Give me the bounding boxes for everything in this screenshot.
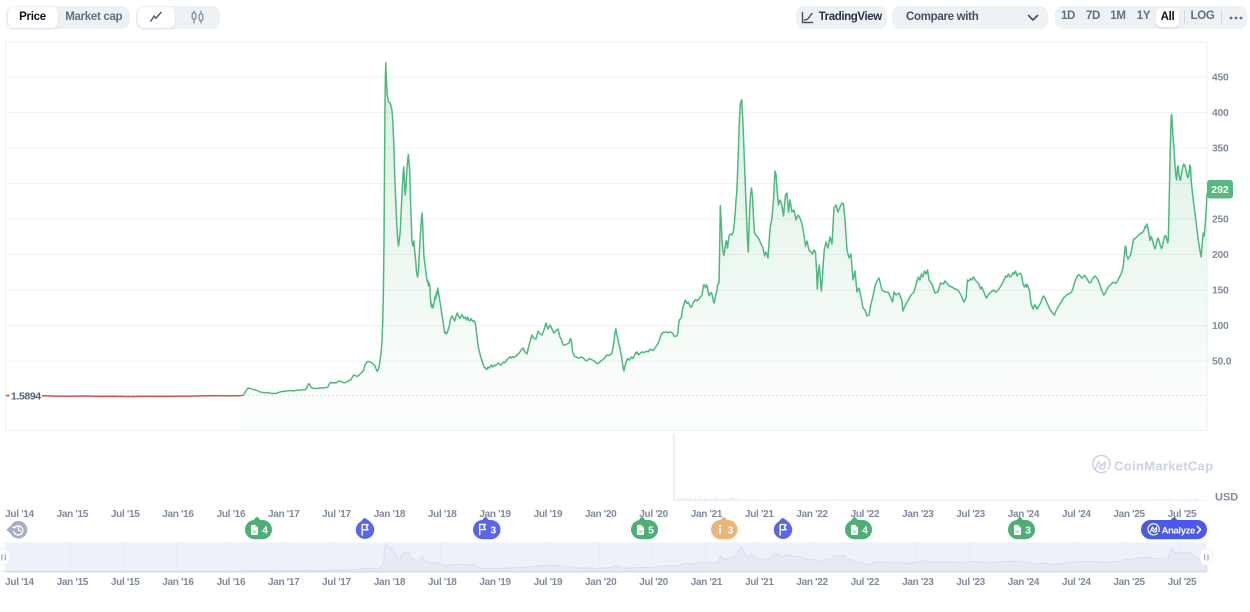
svg-text:Jan '22: Jan '22 — [796, 577, 828, 588]
svg-text:Jul '20: Jul '20 — [639, 577, 668, 588]
svg-text:Jul '14: Jul '14 — [5, 577, 34, 588]
svg-text:Jan '19: Jan '19 — [479, 577, 511, 588]
svg-text:200: 200 — [1212, 250, 1229, 261]
svg-text:250: 250 — [1212, 215, 1229, 226]
svg-text:Jul '16: Jul '16 — [217, 509, 246, 520]
svg-text:150: 150 — [1212, 286, 1229, 297]
svg-text:Jul '18: Jul '18 — [428, 577, 457, 588]
svg-text:Jan '16: Jan '16 — [162, 577, 194, 588]
svg-text:450: 450 — [1212, 73, 1229, 84]
svg-text:Jan '21: Jan '21 — [691, 577, 723, 588]
svg-text:1.5894: 1.5894 — [11, 390, 41, 402]
svg-text:Jul '23: Jul '23 — [956, 577, 985, 588]
svg-text:Jul '24: Jul '24 — [1062, 509, 1091, 520]
svg-text:50.0: 50.0 — [1212, 357, 1232, 368]
svg-text:Jan '22: Jan '22 — [796, 509, 828, 520]
svg-text:Jul '17: Jul '17 — [322, 509, 351, 520]
svg-text:Jan '15: Jan '15 — [57, 509, 89, 520]
svg-text:Jan '23: Jan '23 — [902, 509, 934, 520]
svg-text:Jul '22: Jul '22 — [851, 509, 880, 520]
svg-text:Jan '15: Jan '15 — [57, 577, 89, 588]
svg-text:Jan '19: Jan '19 — [479, 509, 511, 520]
svg-text:Jul '15: Jul '15 — [111, 577, 140, 588]
svg-text:Jul '16: Jul '16 — [217, 577, 246, 588]
svg-text:Analyze: Analyze — [1162, 526, 1196, 537]
svg-text:292: 292 — [1211, 184, 1229, 196]
svg-text:Jan '25: Jan '25 — [1113, 509, 1145, 520]
svg-text:Jul '21: Jul '21 — [745, 577, 774, 588]
svg-text:Jul '17: Jul '17 — [322, 577, 351, 588]
svg-text:Jul '14: Jul '14 — [5, 509, 34, 520]
svg-text:4: 4 — [262, 525, 268, 537]
svg-text:USD: USD — [1215, 492, 1238, 504]
svg-text:Jul '19: Jul '19 — [534, 577, 563, 588]
svg-text:Jul '18: Jul '18 — [428, 509, 457, 520]
svg-text:Jan '20: Jan '20 — [585, 509, 617, 520]
svg-text:Jan '18: Jan '18 — [374, 577, 406, 588]
svg-text:Jan '24: Jan '24 — [1008, 577, 1040, 588]
svg-text:Jul '25: Jul '25 — [1168, 577, 1197, 588]
svg-text:Jan '17: Jan '17 — [268, 577, 300, 588]
svg-text:Jul '25: Jul '25 — [1168, 509, 1197, 520]
svg-text:100: 100 — [1212, 321, 1229, 332]
svg-text:Jan '20: Jan '20 — [585, 577, 617, 588]
svg-text:Jan '18: Jan '18 — [374, 509, 406, 520]
svg-text:Jan '21: Jan '21 — [691, 509, 723, 520]
svg-text:Jan '23: Jan '23 — [902, 577, 934, 588]
svg-text:4: 4 — [862, 525, 868, 537]
svg-text:Jul '24: Jul '24 — [1062, 577, 1091, 588]
svg-text:Jan '17: Jan '17 — [268, 509, 300, 520]
svg-text:Jul '15: Jul '15 — [111, 509, 140, 520]
svg-text:Jan '16: Jan '16 — [162, 509, 194, 520]
svg-text:350: 350 — [1212, 144, 1229, 155]
svg-text:Jul '19: Jul '19 — [534, 509, 563, 520]
svg-text:5: 5 — [648, 525, 654, 537]
svg-text:CoinMarketCap: CoinMarketCap — [1114, 458, 1213, 473]
svg-text:3: 3 — [728, 525, 734, 537]
svg-text:Jan '24: Jan '24 — [1008, 509, 1040, 520]
svg-text:Jan '25: Jan '25 — [1113, 577, 1145, 588]
svg-text:Jul '21: Jul '21 — [745, 509, 774, 520]
svg-text:Jul '23: Jul '23 — [956, 509, 985, 520]
svg-text:Jul '20: Jul '20 — [639, 509, 668, 520]
svg-text:3: 3 — [490, 525, 496, 537]
svg-text:Jul '22: Jul '22 — [851, 577, 880, 588]
svg-text:3: 3 — [1025, 525, 1031, 537]
svg-text:400: 400 — [1212, 108, 1229, 119]
